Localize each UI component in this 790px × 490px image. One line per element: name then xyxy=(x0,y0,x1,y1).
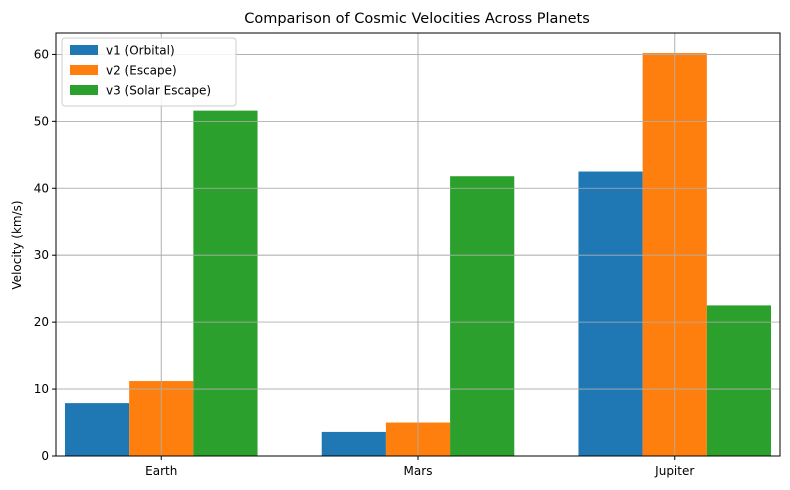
legend-label-series-1: v1 (Orbital) xyxy=(106,44,175,58)
y-tick-label: 60 xyxy=(34,47,49,61)
y-tick-label: 30 xyxy=(34,248,49,262)
legend-label-series-3: v3 (Solar Escape) xyxy=(106,84,211,98)
y-tick-label: 10 xyxy=(34,382,49,396)
legend-label-series-2: v2 (Escape) xyxy=(106,64,177,78)
y-tick-label: 50 xyxy=(34,114,49,128)
y-tick-label: 40 xyxy=(34,181,49,195)
bar-jupiter-series-1 xyxy=(578,171,643,456)
y-axis-label: Velocity (km/s) xyxy=(10,200,24,289)
legend-swatch-series-3 xyxy=(70,85,98,95)
bar-earth-series-1 xyxy=(64,403,130,456)
legend: v1 (Orbital) v2 (Escape) v3 (Solar Escape) xyxy=(61,37,237,107)
chart-title: Comparison of Cosmic Velocities Across P… xyxy=(244,11,590,27)
bar-mars-series-3 xyxy=(450,176,515,456)
bar-earth-series-3 xyxy=(193,110,258,456)
y-tick-label: 20 xyxy=(34,315,49,329)
axes: 0 10 20 30 40 50 60 Earth Mars Jupiter xyxy=(34,32,781,478)
x-tick-label-earth: Earth xyxy=(145,464,177,478)
y-tick-label: 0 xyxy=(41,449,49,463)
x-tick-label-mars: Mars xyxy=(404,464,433,478)
legend-swatch-series-2 xyxy=(70,65,98,75)
bar-jupiter-series-3 xyxy=(706,305,772,456)
x-tick-label-jupiter: Jupiter xyxy=(654,464,694,478)
legend-swatch-series-1 xyxy=(70,45,98,55)
bar-mars-series-1 xyxy=(321,431,386,456)
legend-box xyxy=(61,37,237,107)
